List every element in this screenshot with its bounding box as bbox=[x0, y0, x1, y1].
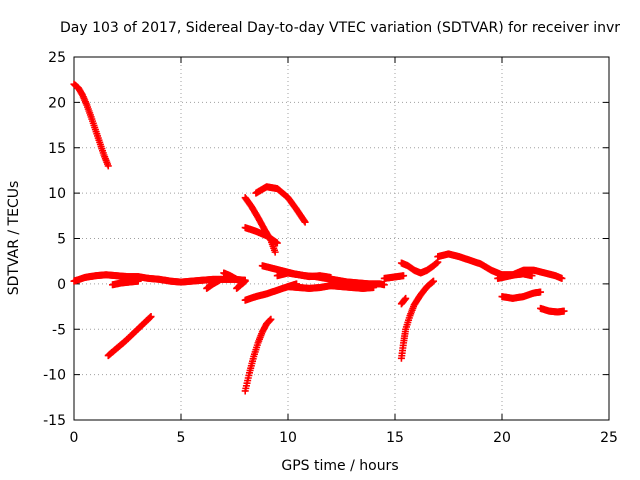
series-arc-7 bbox=[233, 277, 249, 292]
y-tick-label: -10 bbox=[43, 368, 66, 384]
data-point bbox=[400, 272, 408, 280]
data-point bbox=[301, 218, 309, 226]
series-arc-15 bbox=[284, 282, 378, 292]
y-tick-label: -5 bbox=[52, 322, 66, 338]
data-point bbox=[327, 274, 335, 282]
series-arc-11 bbox=[252, 183, 309, 226]
x-tick-label: 15 bbox=[386, 430, 404, 446]
x-axis-title: GPS time / hours bbox=[281, 458, 398, 474]
chart-title: Day 103 of 2017, Sidereal Day-to-day VTE… bbox=[60, 20, 620, 36]
data-point bbox=[402, 294, 410, 302]
data-point bbox=[558, 274, 566, 282]
series-arc-1 bbox=[70, 80, 112, 170]
series-arc-16 bbox=[380, 272, 408, 282]
series-arc-21 bbox=[498, 288, 545, 302]
series-arc-10 bbox=[241, 224, 281, 247]
data-point bbox=[560, 307, 568, 315]
data-point bbox=[380, 281, 388, 289]
grid-lines bbox=[74, 57, 609, 420]
series-arc-2 bbox=[104, 313, 155, 360]
series-arc-14 bbox=[273, 269, 335, 282]
data-point bbox=[241, 277, 249, 285]
series-arc-8 bbox=[241, 315, 275, 395]
data-point bbox=[537, 288, 545, 296]
y-tick-label: 0 bbox=[57, 277, 66, 293]
y-tick-label: 10 bbox=[48, 186, 66, 202]
data-point bbox=[216, 276, 224, 284]
x-tick-label: 10 bbox=[279, 430, 297, 446]
series-arc-23 bbox=[494, 270, 536, 282]
data-point bbox=[273, 239, 281, 247]
x-tick-label: 5 bbox=[177, 430, 186, 446]
data-point bbox=[271, 248, 279, 256]
data-point bbox=[134, 277, 142, 285]
series-arc-17 bbox=[397, 277, 438, 362]
data-points bbox=[70, 80, 568, 395]
x-tick-label: 25 bbox=[600, 430, 618, 446]
y-tick-label: 5 bbox=[57, 232, 66, 248]
data-point bbox=[147, 313, 155, 321]
series-arc-19 bbox=[397, 258, 442, 277]
y-tick-label: 25 bbox=[48, 50, 66, 66]
y-tick-label: 20 bbox=[48, 95, 66, 111]
y-axis-title: SDTVAR / TECUs bbox=[6, 181, 22, 296]
x-tick-label: 0 bbox=[70, 430, 79, 446]
series-arc-4 bbox=[109, 277, 142, 289]
axis-ticks: 0 5 10 15 20 25 -15 -10 -5 0 5 10 15 20 25 bbox=[43, 50, 618, 446]
y-tick-label: 15 bbox=[48, 141, 66, 157]
series-arc-5 bbox=[203, 276, 224, 292]
data-point bbox=[370, 284, 378, 292]
series-arc-18 bbox=[397, 294, 410, 308]
data-point bbox=[267, 315, 275, 323]
series-arc-22 bbox=[537, 304, 568, 316]
data-point bbox=[430, 277, 438, 285]
data-point bbox=[528, 272, 536, 280]
data-point bbox=[104, 162, 112, 170]
x-tick-label: 20 bbox=[493, 430, 511, 446]
y-tick-label: -15 bbox=[43, 413, 66, 429]
